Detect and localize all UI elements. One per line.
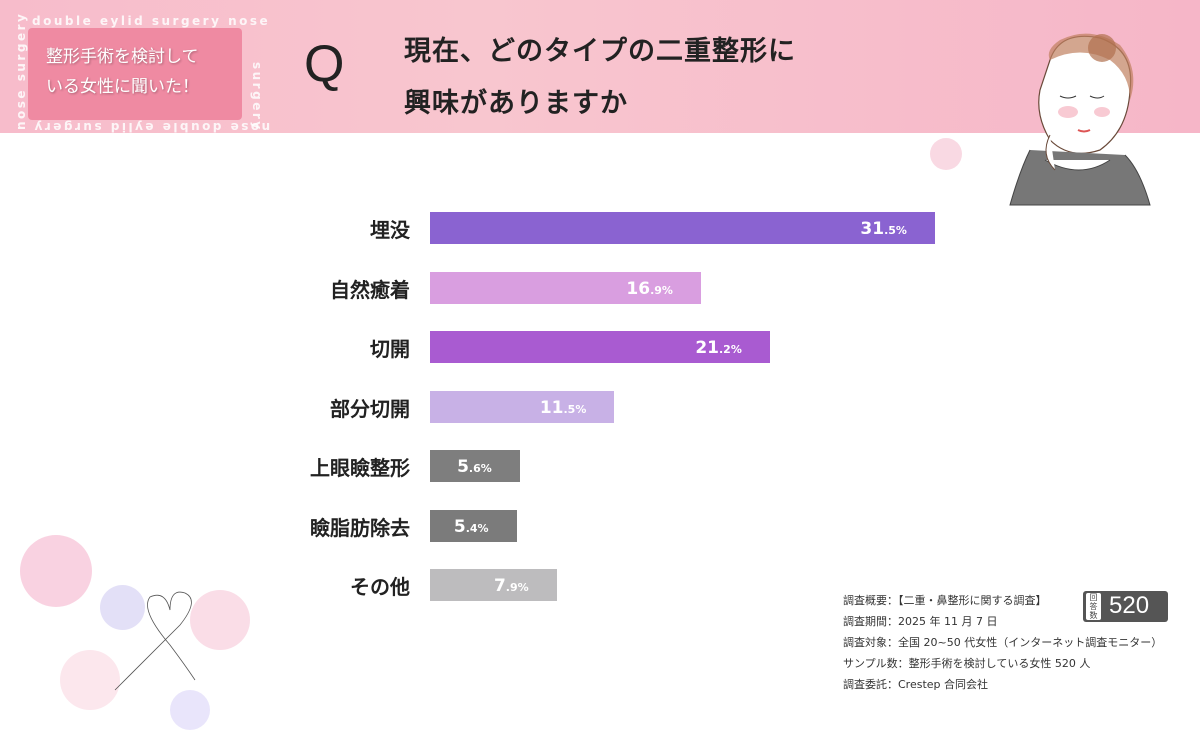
value-label: 7.9% [493,576,529,596]
decor-circle [190,590,250,650]
value-label: 31.5% [860,219,907,239]
value-label: 11.5% [539,397,587,418]
respondents-count: 520 [1109,592,1150,619]
bar [430,569,557,601]
bar [430,390,615,423]
ring-text-left: nose surgery [14,11,28,130]
bar [430,509,517,542]
survey-notes: 調査概要：【二重・鼻整形に関する調査】 調査期間：2025 年 11 月 7 日… [843,590,1162,695]
category-label: 部分切開 [330,396,410,421]
bar [430,331,770,363]
bar [430,450,520,482]
category-label: その他 [350,575,410,599]
note-sample: サンプル数：整形手術を検討している女性 520 人 [843,657,1091,670]
ring-text-bottom: nose double eylid surgery [32,120,271,134]
survey-target-label: 整形手術を検討して いる女性に聞いた！ [28,28,242,120]
category-label: 上眼瞼整形 [310,456,410,480]
ring-text-top: double eylid surgery nose [32,14,271,28]
category-label: 埋没 [370,218,410,242]
q-mark: Q [304,35,345,93]
value-label: 21.2% [695,338,742,358]
question-line-2: 興味がありますか [404,88,628,119]
badge-line-2: いる女性に聞いた！ [46,77,199,97]
value-label: 16.9% [626,278,673,299]
note-period: 調査期間：2025 年 11 月 7 日 [843,615,998,628]
note-commission: 調査委託：Crestep 合同会社 [843,678,989,691]
decor-circle [170,690,210,730]
decor-circle [60,650,120,710]
note-overview: 調査概要：【二重・鼻整形に関する調査】 [843,594,1047,607]
value-label: 5.6% [457,457,492,477]
decor-circle [100,585,145,630]
bar [430,271,701,304]
woman-illustration-icon [1009,33,1151,206]
decor-circle [930,138,962,170]
respondents-label: 回答数 [1086,593,1101,620]
header-banner: double eylid surgery nose surgery nose d… [0,0,1200,134]
note-target: 調査対象：全国 20~50 代女性（インターネット調査モニター） [843,636,1163,649]
category-label: 瞼脂肪除去 [310,515,410,540]
survey-badge: double eylid surgery nose surgery nose d… [14,11,270,134]
badge-line-1: 整形手術を検討して [46,47,199,67]
bar [430,212,935,244]
decor-circle [20,535,92,607]
value-label: 5.4% [453,516,489,537]
category-label: 自然癒着 [330,277,410,302]
question-title: 現在、どのタイプの二重整形に 興味がありますか [404,26,796,130]
respondents-badge: 回答数 520 [1083,591,1168,622]
question-line-1: 現在、どのタイプの二重整形に [404,36,796,67]
category-label: 切開 [370,337,410,361]
heart-line-icon [114,591,196,691]
